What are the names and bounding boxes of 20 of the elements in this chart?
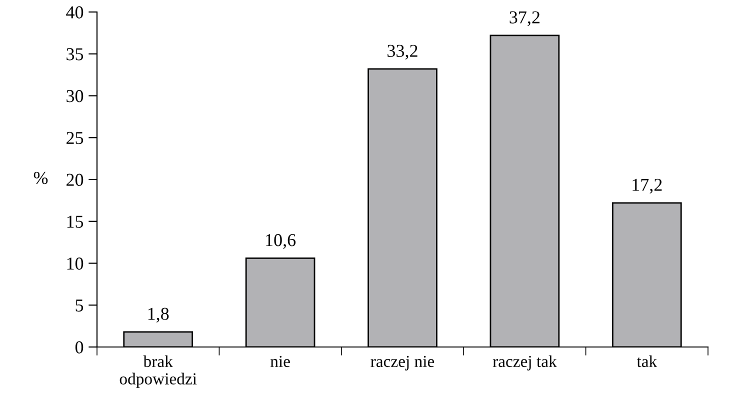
data-label: 17,2: [632, 178, 662, 194]
data-label: 10,6: [266, 234, 296, 249]
x-tick-label: raczej nie: [370, 356, 434, 370]
y-tick-label: 35: [66, 48, 84, 60]
y-tick-label: 10: [67, 258, 84, 270]
y-tick-label: 40: [66, 6, 84, 18]
x-tick-label: tak: [636, 355, 658, 368]
x-tick-label: nie: [270, 356, 290, 368]
x-tick-label: brak odpowiedzi: [120, 355, 197, 388]
y-tick-label: 20: [66, 174, 84, 186]
y-tick-label: 30: [66, 90, 84, 102]
y-tick-label: 15: [67, 216, 84, 228]
x-tick-label: raczej tak: [492, 355, 557, 370]
y-tick-label: 25: [66, 132, 84, 144]
y-tick-label: 5: [76, 300, 84, 312]
data-label: 33,2: [388, 44, 418, 60]
y-tick-label: 0: [75, 341, 84, 354]
y-axis-title: %: [34, 172, 48, 184]
data-label: 37,2: [510, 11, 540, 26]
data-label: 1,8: [148, 308, 169, 323]
